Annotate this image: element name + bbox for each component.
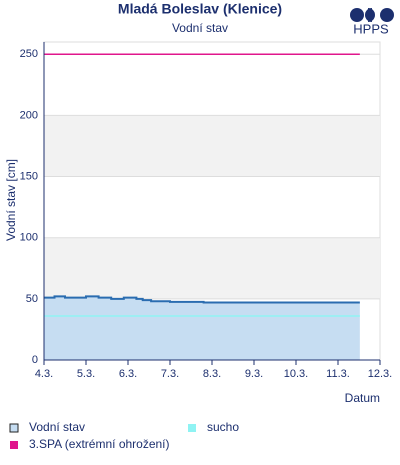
band [44, 115, 380, 177]
y-tick-label: 250 [20, 48, 38, 60]
logo: HPPS [350, 8, 394, 36]
y-tick-label: 150 [20, 170, 38, 182]
y-tick-label: 0 [32, 354, 38, 366]
x-tick-label: 8.3. [203, 368, 221, 380]
legend-swatch [188, 424, 196, 432]
x-tick-label: 9.3. [245, 368, 263, 380]
x-tick-label: 11.3. [326, 368, 350, 380]
x-tick-label: 7.3. [161, 368, 179, 380]
x-tick-label: 6.3. [119, 368, 137, 380]
y-axis-label: Vodní stav [cm] [4, 159, 18, 241]
series-line [44, 295, 360, 304]
x-tick-label: 4.3. [35, 368, 53, 380]
area [44, 296, 360, 360]
chart-title: Mladá Boleslav (Klenice) [118, 1, 282, 17]
legend-swatch [10, 441, 18, 449]
x-tick-label: 5.3. [77, 368, 95, 380]
y-tick-label: 100 [20, 232, 38, 244]
legend-swatch [9, 423, 19, 433]
x-tick-label: 10.3. [284, 368, 308, 380]
y-tick-label: 50 [26, 293, 38, 305]
legend-label: Vodní stav [29, 420, 85, 434]
legend-label: 3.SPA (extrémní ohrožení) [29, 437, 170, 451]
x-axis-label: Datum [345, 391, 380, 405]
logo-text: HPPS [353, 21, 389, 36]
chart-subtitle: Vodní stav [172, 21, 228, 35]
y-tick-label: 200 [20, 109, 38, 121]
legend-label: sucho [207, 420, 239, 434]
band [44, 237, 380, 299]
x-tick-label: 12.3. [368, 368, 392, 380]
